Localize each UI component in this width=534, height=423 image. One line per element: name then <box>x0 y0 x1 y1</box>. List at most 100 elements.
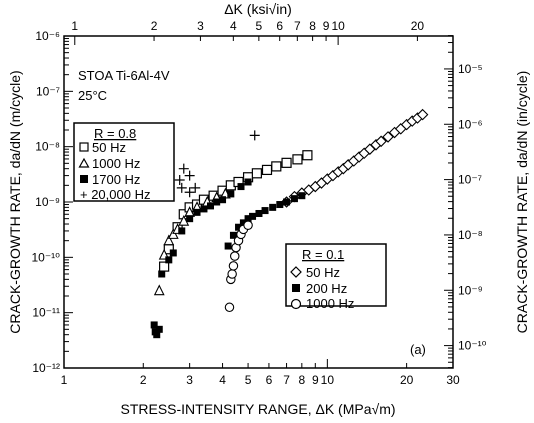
data-point-square-filled <box>249 212 257 220</box>
data-point-plus <box>178 163 189 174</box>
x-tick-label: 3 <box>186 373 193 387</box>
legend-r08-marker-1 <box>78 157 90 168</box>
x-axis-title: STRESS-INTENSITY RANGE, ΔK (MPa√m) <box>120 401 395 417</box>
x-tick-label: 4 <box>219 373 226 387</box>
legend-r08-marker-2 <box>80 175 88 183</box>
x-tick-label: 5 <box>245 373 252 387</box>
x-tick-label: 20 <box>400 373 414 387</box>
data-point-square-filled <box>178 227 186 235</box>
y-left-tick-label: 10⁻¹² <box>32 361 60 375</box>
data-point-square-filled <box>200 205 208 213</box>
legend-r01-marker-1 <box>292 284 300 292</box>
data-point-circle-open <box>224 302 235 313</box>
y-left-tick-label: 10⁻⁶ <box>35 29 60 43</box>
y-right-tick-label: 10⁻⁸ <box>458 228 483 242</box>
axis-ticks <box>63 35 454 369</box>
legend-r08-entry-2: 1700 Hz <box>92 172 140 187</box>
legend-r01-entry-2: 1000 Hz <box>306 296 354 311</box>
x-tick-label: 2 <box>140 373 147 387</box>
top-tick-label: 8 <box>309 19 316 33</box>
x-tick-label: 7 <box>283 373 290 387</box>
data-point-square-filled <box>276 201 284 209</box>
data-point-square-filled <box>207 202 215 210</box>
data-point-square-filled <box>269 203 277 211</box>
top-tick-label: 2 <box>151 19 158 33</box>
data-point-triangle-open <box>153 284 165 296</box>
data-marks <box>150 108 429 339</box>
data-point-square-filled <box>298 192 306 200</box>
y-right-tick-label: 10⁻⁵ <box>458 62 483 76</box>
axes-frame <box>63 35 454 369</box>
top-tick-label: 7 <box>294 19 301 33</box>
temperature-annotation: 25°C <box>78 88 107 103</box>
data-point-square-filled <box>255 209 263 217</box>
top-tick-label: 9 <box>323 19 330 33</box>
data-point-square-filled <box>153 331 161 339</box>
data-point-plus <box>176 182 187 193</box>
x-tick-label: 10 <box>321 373 335 387</box>
data-point-square-filled <box>227 190 235 198</box>
y-axis-right-title: CRACK-GROWTH RATE, da/dN (in/cycle) <box>514 71 530 334</box>
data-point-square-open <box>271 161 282 172</box>
data-point-square-filled <box>244 215 252 223</box>
data-point-square-open <box>281 157 292 168</box>
data-point-circle-open <box>229 251 240 261</box>
tick-labels: 1 2 3 4 5 6 7 8 9 10 20 301 2 3 4 5 6 7 8 9 10 2010⁻¹²10⁻¹¹10… <box>32 19 487 387</box>
top-tick-label: 6 <box>276 19 283 33</box>
data-point-circle-open <box>228 261 239 271</box>
legend-r08-title: R = 0.8 <box>94 126 136 141</box>
legend-r08-entry-0: 50 Hz <box>92 140 126 155</box>
legend-r01-marker-0 <box>290 266 302 278</box>
data-point-square-filled <box>155 325 163 333</box>
x-axis-top-title: ΔK (ksi√in) <box>224 1 292 17</box>
data-point-circle-open <box>227 269 237 279</box>
legend-r01-marker-2 <box>290 298 302 310</box>
data-point-square-filled <box>169 249 177 257</box>
x-tick-label: 30 <box>446 373 460 387</box>
y-left-tick-label: 10⁻⁸ <box>35 140 60 154</box>
legend-r08-marker-0 <box>79 142 89 152</box>
x-tick-label: 6 <box>266 373 273 387</box>
data-point-square-filled <box>290 195 298 203</box>
data-point-square-open <box>159 261 170 272</box>
data-point-square-filled <box>244 178 252 186</box>
legend-r01-entry-0: 50 Hz <box>306 265 340 280</box>
x-tick-label: 1 <box>61 373 68 387</box>
plot-frame <box>63 35 454 369</box>
data-point-square-open <box>261 164 273 176</box>
y-right-tick-label: 10⁻⁷ <box>458 173 482 187</box>
legend-r08: R = 0.8 50 Hz 1000 Hz 1700 Hz + 20,000 H… <box>73 122 175 202</box>
data-point-diamond-open <box>382 131 394 143</box>
data-point-diamond-open <box>375 135 387 148</box>
top-tick-label: 10 <box>331 19 345 33</box>
data-point-square-filled <box>283 198 291 206</box>
data-point-plus <box>184 170 195 181</box>
y-left-tick-label: 10⁻⁷ <box>36 84 60 98</box>
data-point-circle-open <box>243 220 253 231</box>
data-point-square-filled <box>186 215 194 223</box>
top-tick-label: 4 <box>230 19 237 33</box>
y-right-tick-label: 10⁻⁶ <box>458 117 483 131</box>
panel-label: (a) <box>410 342 426 357</box>
data-point-square-filled <box>165 256 173 264</box>
x-tick-label: 9 <box>312 373 319 387</box>
data-point-square-filled <box>229 231 237 239</box>
legend-r01-box <box>285 243 387 307</box>
y-left-tick-label: 10⁻¹¹ <box>32 306 60 320</box>
legend-r01: R = 0.1 50 Hz 200 Hz 1000 Hz <box>285 243 387 311</box>
legend-r08-box <box>73 122 175 202</box>
data-point-triangle-open <box>163 234 175 246</box>
y-right-tick-label: 10⁻⁹ <box>458 283 483 297</box>
data-point-square-filled <box>193 208 201 216</box>
legend-r01-entry-1: 200 Hz <box>306 281 347 296</box>
data-point-square-open <box>251 168 262 179</box>
data-point-square-filled <box>224 242 232 250</box>
data-point-plus <box>184 187 195 198</box>
y-axis-left-title: CRACK-GROWTH RATE, da/dN (m/cycle) <box>7 70 23 333</box>
data-point-square-filled <box>213 198 221 206</box>
y-right-tick-label: 10⁻¹⁰ <box>458 339 487 353</box>
top-tick-label: 1 <box>71 19 78 33</box>
data-point-plus <box>174 174 185 185</box>
data-point-square-filled <box>219 196 227 204</box>
